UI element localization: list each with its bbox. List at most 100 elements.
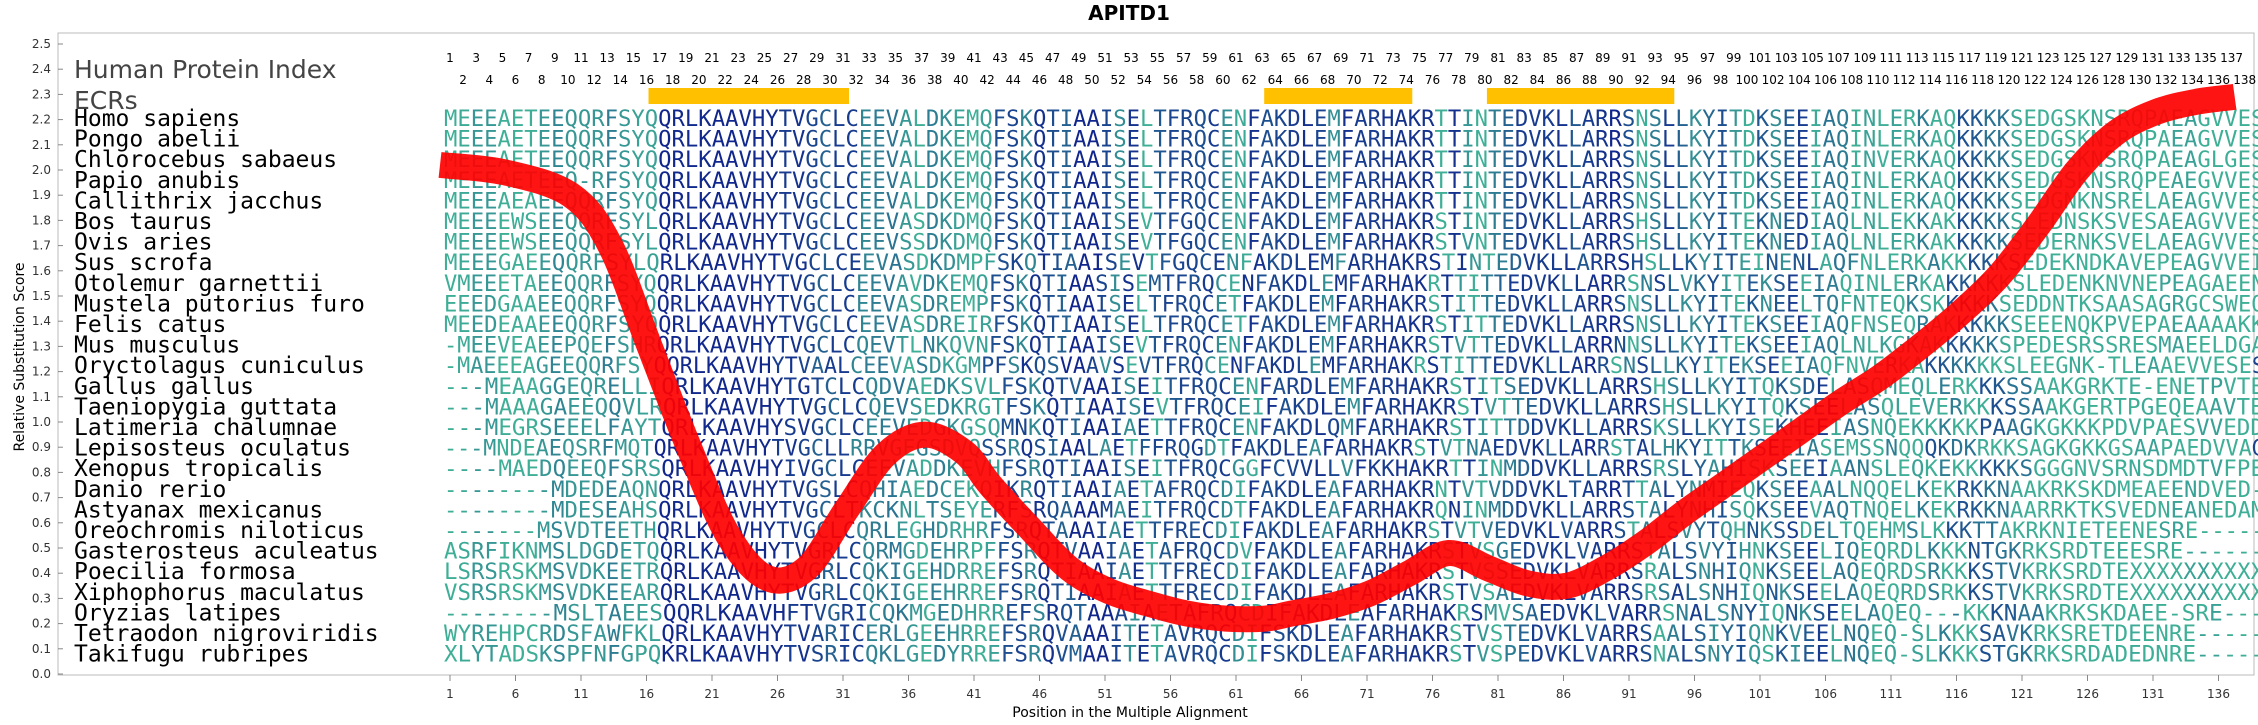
human-index-odd: 81: [1490, 51, 1505, 65]
human-index-odd: 9: [551, 51, 559, 65]
human-protein-index-label: Human Protein Index: [74, 55, 337, 84]
human-index-even: 44: [1006, 73, 1021, 87]
x-tick-label: 21: [704, 687, 719, 701]
human-index-even: 72: [1372, 73, 1387, 87]
human-index-odd: 73: [1386, 51, 1401, 65]
human-index-even: 14: [613, 73, 628, 87]
y-tick-label: 1.6: [32, 264, 51, 278]
human-index-odd: 79: [1464, 51, 1479, 65]
human-index-even: 104: [1788, 73, 1811, 87]
sequence-row: ---MEAAGGEQRELLIQRLKAAVHYTGTCLCQDVAEDKSV…: [444, 375, 2258, 400]
human-index-even: 64: [1268, 73, 1283, 87]
human-index-even: 2: [459, 73, 467, 87]
human-index-odd: 91: [1621, 51, 1636, 65]
human-index-odd: 63: [1255, 51, 1270, 65]
x-tick-label: 6: [512, 687, 520, 701]
y-tick-label: 1.9: [32, 188, 51, 202]
human-index-even: 116: [1945, 73, 1968, 87]
y-tick-label: 0.9: [32, 440, 51, 454]
human-index-odd: 61: [1228, 51, 1243, 65]
human-index-even: 96: [1687, 73, 1702, 87]
human-index-even: 136: [2207, 73, 2230, 87]
species-label: Callithrix jacchus: [74, 188, 323, 214]
human-index-even: 102: [1762, 73, 1785, 87]
y-tick-label: 0.2: [32, 617, 51, 631]
y-tick-label: 1.3: [32, 339, 51, 353]
sequence-row: MEEEAETEEQ-RFSYQQRLKAAVHYTVGCLCEEVALDKEM…: [444, 169, 2258, 194]
species-label: Gallus gallus: [74, 374, 254, 400]
human-index-even: 50: [1084, 73, 1099, 87]
ecr-bars: [648, 88, 1675, 104]
human-index-even: 48: [1058, 73, 1073, 87]
species-label: Papio anubis: [74, 168, 240, 194]
human-index-odd: 137: [2220, 51, 2243, 65]
human-index-odd: 35: [888, 51, 903, 65]
human-index-even: 70: [1346, 73, 1361, 87]
human-index-even: 54: [1137, 73, 1152, 87]
x-tick-label: 16: [639, 687, 654, 701]
x-tick-label: 126: [2076, 687, 2099, 701]
substitution-score-line: [438, 83, 2237, 633]
chart-title: APITD1: [1088, 1, 1170, 25]
human-index-odd: 113: [1906, 51, 1929, 65]
y-tick-label: 2.4: [32, 62, 51, 76]
human-index-even: 66: [1294, 73, 1309, 87]
ecrs-label: ECRs: [74, 86, 138, 115]
x-tick-label: 36: [901, 687, 916, 701]
y-tick-label: 0.4: [32, 566, 51, 580]
species-label: Bos taurus: [74, 209, 212, 235]
human-index-even: 36: [901, 73, 916, 87]
x-tick-label: 86: [1556, 687, 1571, 701]
human-index-odd: 3: [472, 51, 480, 65]
human-index-even: 34: [875, 73, 890, 87]
species-label: Homo sapiens: [74, 106, 240, 132]
sequence-row: WYREHPCRDSFAWFKLQRLKAAVHYTVARICERLGEEHRR…: [444, 622, 2258, 647]
ecr-bar: [648, 88, 849, 104]
y-tick-label: 0.3: [32, 591, 51, 605]
human-index-even: 88: [1582, 73, 1597, 87]
x-axis-label: Position in the Multiple Alignment: [1012, 705, 1248, 721]
y-tick-label: 1.8: [32, 213, 51, 227]
x-tick-label: 101: [1749, 687, 1772, 701]
human-index-even: 90: [1608, 73, 1623, 87]
x-tick-label: 91: [1621, 687, 1636, 701]
sequence-row: MEEEAETEEQQRFSYQQRLKAAVHYTVGCLCEEVALDKEM…: [444, 128, 2258, 153]
human-index-rows: 1 3 5 7 9 11 13 15 17 19 21 23 25 27 29 31 33 35 37 39 41 43 4…: [446, 51, 2256, 87]
human-index-even: 56: [1163, 73, 1178, 87]
x-tick-label: 136: [2207, 687, 2230, 701]
x-tick-label: 116: [1945, 687, 1968, 701]
human-index-odd: 47: [1045, 51, 1060, 65]
y-axis: 0.0 0.1 0.2 0.3 0.4 0.5 0.6 0.7 0.8 0.9 1.0 1.1 1.2 1…: [32, 37, 63, 681]
human-index-odd: 59: [1202, 51, 1217, 65]
human-index-odd: 131: [2142, 51, 2165, 65]
sequence-row: --------MSLTAEESQQRLKAAVHFTVGRICQKMGEDHR…: [444, 601, 2258, 626]
human-index-odd: 15: [626, 51, 641, 65]
human-index-odd: 111: [1880, 51, 1903, 65]
human-index-odd: 125: [2063, 51, 2086, 65]
species-label: Sus scrofa: [74, 250, 212, 276]
x-tick-label: 81: [1490, 687, 1505, 701]
human-index-odd: 55: [1150, 51, 1165, 65]
x-tick-label: 71: [1359, 687, 1374, 701]
species-label: Pongo abelii: [74, 127, 240, 153]
alignment-sequences: MEEEAETEEQQRFSYQQRLKAAVHYTVGCLCEEVALDKEM…: [444, 107, 2258, 668]
human-index-even: 38: [927, 73, 942, 87]
x-tick-label: 51: [1097, 687, 1112, 701]
human-index-even: 130: [2128, 73, 2151, 87]
x-tick-label: 76: [1425, 687, 1440, 701]
ecr-bar: [1486, 88, 1675, 104]
human-index-odd: 103: [1775, 51, 1798, 65]
x-tick-label: 26: [770, 687, 785, 701]
human-index-even: 92: [1634, 73, 1649, 87]
sequence-row: MEEDEAAEEQQRFSYQQRLKAAVHYTVGCLCEEVASDREI…: [444, 313, 2258, 338]
human-index-even: 18: [665, 73, 680, 87]
human-index-even: 76: [1425, 73, 1440, 87]
human-index-even: 58: [1189, 73, 1204, 87]
human-index-odd: 135: [2194, 51, 2217, 65]
human-index-odd: 97: [1700, 51, 1715, 65]
y-tick-label: 0.7: [32, 491, 51, 505]
human-index-even: 100: [1735, 73, 1758, 87]
species-label: Xenopus tropicalis: [74, 456, 323, 482]
